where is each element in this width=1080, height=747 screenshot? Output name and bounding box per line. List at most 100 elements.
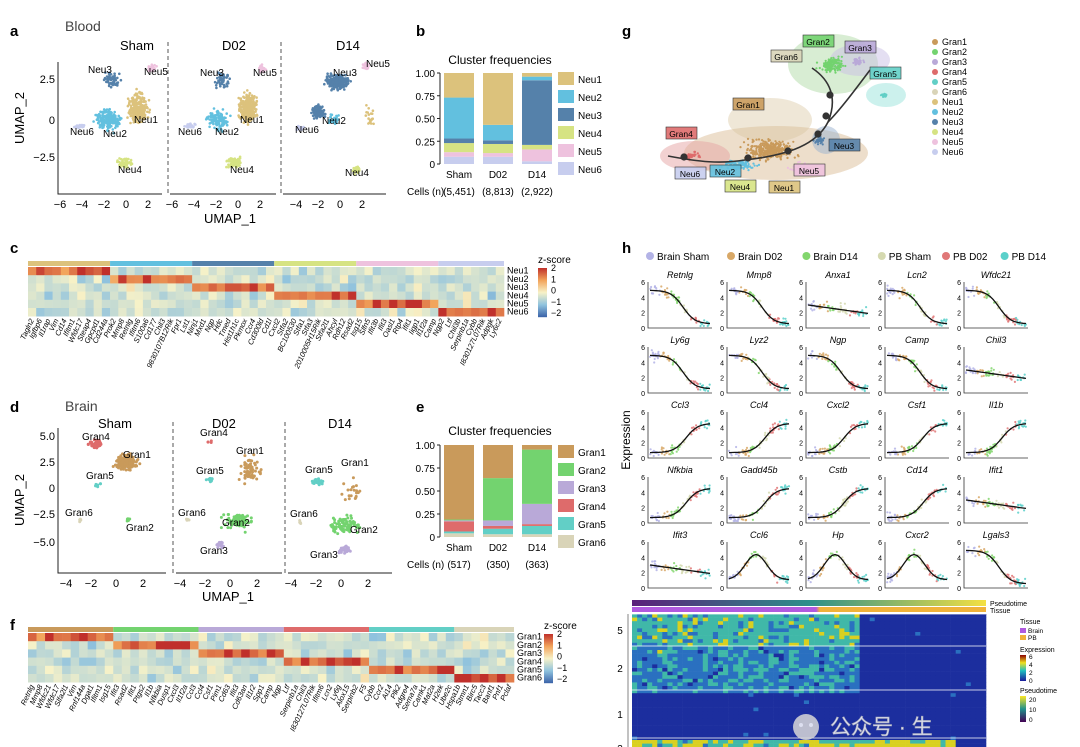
a-sham-neu1: Neu1 (134, 115, 158, 126)
a-d02-neu4-point (237, 157, 241, 161)
heatC-cell (208, 291, 218, 301)
heatC-cell (257, 308, 267, 317)
heatC-cell (438, 275, 447, 284)
chartE-legend-label-Gran6: Gran6 (578, 538, 606, 549)
h-point-Lyz2 (745, 353, 748, 356)
heatF-cell (352, 674, 361, 683)
panel-h: Brain Sham Brain D02 Brain D14 PB Sham PB D0… (617, 252, 1057, 747)
heatC-cell (77, 299, 86, 309)
heatF-cell (369, 674, 378, 683)
a-sham-neu4-point (119, 165, 122, 169)
a-sham-neu1-point (140, 114, 144, 117)
heatC-cell (52, 291, 62, 301)
a-sham-neu1-point (143, 116, 146, 119)
g-gran1-point (747, 143, 750, 146)
heatC-cell (438, 283, 447, 292)
heatC-cell (101, 291, 111, 301)
a-sham-neu6 (73, 123, 86, 130)
a-d02-neu1-point (243, 115, 246, 119)
heatF-cell (462, 657, 472, 667)
heatC-cell (290, 275, 300, 284)
g-legend-dot-Neu3 (932, 119, 938, 125)
g-gran1-point (778, 150, 781, 154)
g-label-Gran5: Gran5 (873, 69, 897, 79)
h-ytick-Lyz2-0: 6 (720, 345, 724, 352)
d-d14-gran3-point (337, 551, 341, 555)
d-d02-gran5: Gran5 (196, 466, 224, 477)
heatF-cell (479, 657, 489, 667)
heatC-cell (52, 267, 62, 276)
a-sham-neu2-point (100, 117, 103, 121)
a-sham-neu2-point (98, 123, 102, 127)
d-d14-gran5-point (319, 481, 323, 485)
heatF-cell (411, 633, 421, 642)
heatF-cell (403, 665, 412, 675)
a-d02-neu1-point (249, 98, 252, 102)
a-sham-neu1-point (134, 103, 138, 107)
heatC-cell (421, 291, 431, 301)
a-d02-neu4-point (238, 164, 241, 167)
d-d02-gran1-point (239, 464, 243, 468)
heatF-cell (207, 674, 216, 683)
heatF-cell (326, 641, 336, 650)
heatC-cell (479, 267, 488, 276)
heatC-cell (282, 299, 291, 309)
a-xtick-sham-4: 2 (145, 199, 151, 211)
heatC-cell (413, 283, 423, 292)
heatF-cell (462, 649, 472, 658)
a-d02-neu1-point (245, 108, 249, 112)
heatC-cell (257, 283, 267, 292)
heatF-cell (343, 641, 353, 650)
heatF-cell (334, 657, 344, 667)
a-d02-neu1-point (251, 98, 255, 101)
g-legend-label-Gran1: Gran1 (942, 37, 967, 47)
h-gene-title-Lyz2: Lyz2 (750, 335, 769, 345)
heatC-cell (348, 299, 357, 309)
heatF-cell (45, 641, 54, 650)
g-legend-dot-Gran4 (932, 69, 938, 75)
heatC-cell (44, 299, 53, 309)
heatC-cell (487, 267, 497, 276)
heatF-cell (164, 657, 174, 667)
heatF-group-bar-Gran5 (369, 627, 455, 632)
heatC-cell (413, 308, 423, 317)
a-d02-neu1-point (252, 113, 256, 117)
g-gran1-point (758, 148, 761, 151)
a-sham-neu4-point (118, 160, 121, 164)
heatC-legend-tick: −2 (551, 308, 561, 318)
h-point-Ly6g (701, 384, 705, 387)
heatC-cell (471, 308, 480, 317)
heatF-cell (403, 649, 412, 658)
g-gran1-point (781, 146, 784, 150)
panel-letter-f: f (10, 617, 16, 634)
heatF-cell (190, 641, 199, 650)
heatC-cell (495, 308, 505, 317)
a-xtick-d02-4: 2 (257, 199, 263, 211)
heatC-cell (77, 283, 86, 292)
heatC-cell (454, 283, 464, 292)
d-xtick-d02-3: 2 (254, 578, 260, 590)
a-sham-neu2-point (96, 121, 100, 125)
a-ytick-0: 0 (49, 115, 55, 127)
chartB-bar-D14-Neu1 (522, 73, 552, 77)
heatC-cell (224, 283, 234, 292)
a-sham-neu3 (102, 71, 123, 89)
heatF-cell (249, 657, 259, 667)
heatC-cell (77, 275, 86, 284)
heatC-cell (438, 291, 447, 301)
d-xtick-sham-2: 0 (113, 578, 119, 590)
heatF-cell (70, 665, 80, 675)
a-d02-neu6-point (189, 122, 192, 125)
heatF-cell (428, 641, 438, 650)
heatC-cell (471, 267, 480, 276)
heatC-cell (315, 308, 324, 317)
heatF-cell (394, 649, 404, 658)
h-point-Anxa1 (837, 310, 840, 313)
a-sham-neu1-point (135, 98, 138, 102)
heatF-cell (258, 641, 268, 650)
h-point-Lcn2 (940, 324, 943, 327)
h-gene-title-Mmp8: Mmp8 (746, 270, 771, 280)
heatF-cell (53, 665, 63, 675)
g-gran1-point (777, 144, 781, 147)
heatF-cell (352, 657, 361, 667)
